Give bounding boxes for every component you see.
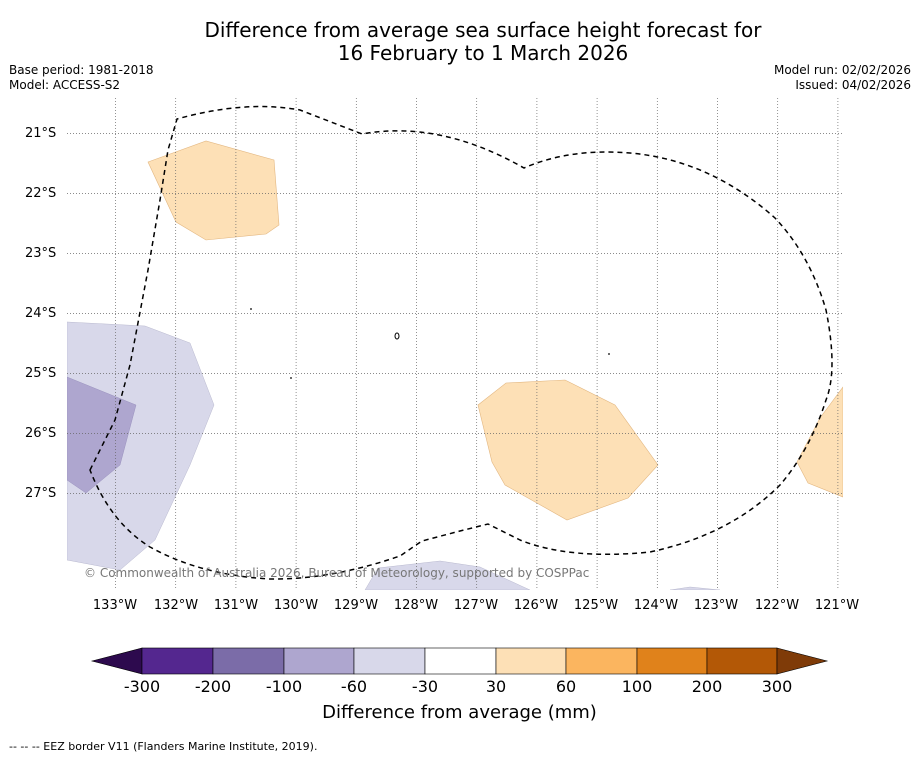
lat-label: 25°S xyxy=(25,366,57,381)
lon-label: 130°W xyxy=(273,598,319,613)
colorbar-tick-label: -300 xyxy=(123,677,161,696)
anomaly-light-purple-southeast xyxy=(669,586,721,590)
colorbar-tick-label: 30 xyxy=(485,677,507,696)
colorbar-tick-label: -60 xyxy=(340,677,368,696)
anomaly-light-purple-south xyxy=(364,560,531,590)
colorbar-title: Difference from average (mm) xyxy=(322,702,597,723)
anomaly-medium-purple xyxy=(67,376,137,494)
island-marker xyxy=(608,353,610,355)
base-period: Base period: 1981-2018 xyxy=(9,63,154,77)
issued-date: Issued: 04/02/2026 xyxy=(795,78,911,92)
island-marker xyxy=(250,308,252,310)
lon-label: 123°W xyxy=(693,598,739,613)
eez-border xyxy=(89,105,833,580)
graticule xyxy=(67,98,843,590)
lon-label: 131°W xyxy=(213,598,259,613)
colorbar-tick-label: -100 xyxy=(265,677,303,696)
island-marker xyxy=(290,377,292,379)
lat-label: 26°S xyxy=(25,426,57,441)
lat-label: 23°S xyxy=(25,246,57,261)
anomaly-light-purple-west xyxy=(67,321,215,571)
lon-label: 126°W xyxy=(513,598,559,613)
lon-label: 124°W xyxy=(633,598,679,613)
colorbar-tick-label: 200 xyxy=(691,677,723,696)
island-marker xyxy=(394,332,400,340)
chart-title: Difference from average sea surface heig… xyxy=(0,19,919,65)
anomaly-orange-central xyxy=(477,379,659,521)
colorbar-tick-label: 100 xyxy=(621,677,653,696)
anomaly-orange-east xyxy=(796,386,843,498)
title-line-2: 16 February to 1 March 2026 xyxy=(337,41,629,65)
colorbar-tick-label: 60 xyxy=(555,677,577,696)
colorbar-tick-label: -30 xyxy=(411,677,439,696)
model-name: Model: ACCESS-S2 xyxy=(9,78,121,92)
lat-label: 21°S xyxy=(25,126,57,141)
colorbar-tick-label: -200 xyxy=(194,677,232,696)
lon-label: 129°W xyxy=(333,598,379,613)
lon-label: 132°W xyxy=(153,598,199,613)
copyright-notice: © Commonwealth of Australia 2026, Bureau… xyxy=(84,566,590,580)
meta-right: Model run: 02/02/2026 Issued: 04/02/2026 xyxy=(774,63,911,93)
map-plot-area xyxy=(67,140,843,590)
lat-label: 22°S xyxy=(25,186,57,201)
eez-footnote: -- -- -- EEZ border V11 (Flanders Marine… xyxy=(9,740,318,753)
title-line-1: Difference from average sea surface heig… xyxy=(204,18,762,42)
lon-label: 127°W xyxy=(453,598,499,613)
anomaly-orange-northwest xyxy=(147,140,280,241)
lon-label: 121°W xyxy=(814,598,860,613)
meta-left: Base period: 1981-2018 Model: ACCESS-S2 xyxy=(9,63,154,93)
lon-label: 125°W xyxy=(573,598,619,613)
lon-label: 128°W xyxy=(393,598,439,613)
lat-label: 27°S xyxy=(25,486,57,501)
colorbar-tick-label: 300 xyxy=(761,677,793,696)
lat-label: 24°S xyxy=(25,306,57,321)
lon-label: 122°W xyxy=(754,598,800,613)
lon-label: 133°W xyxy=(92,598,138,613)
model-run: Model run: 02/02/2026 xyxy=(773,63,911,77)
